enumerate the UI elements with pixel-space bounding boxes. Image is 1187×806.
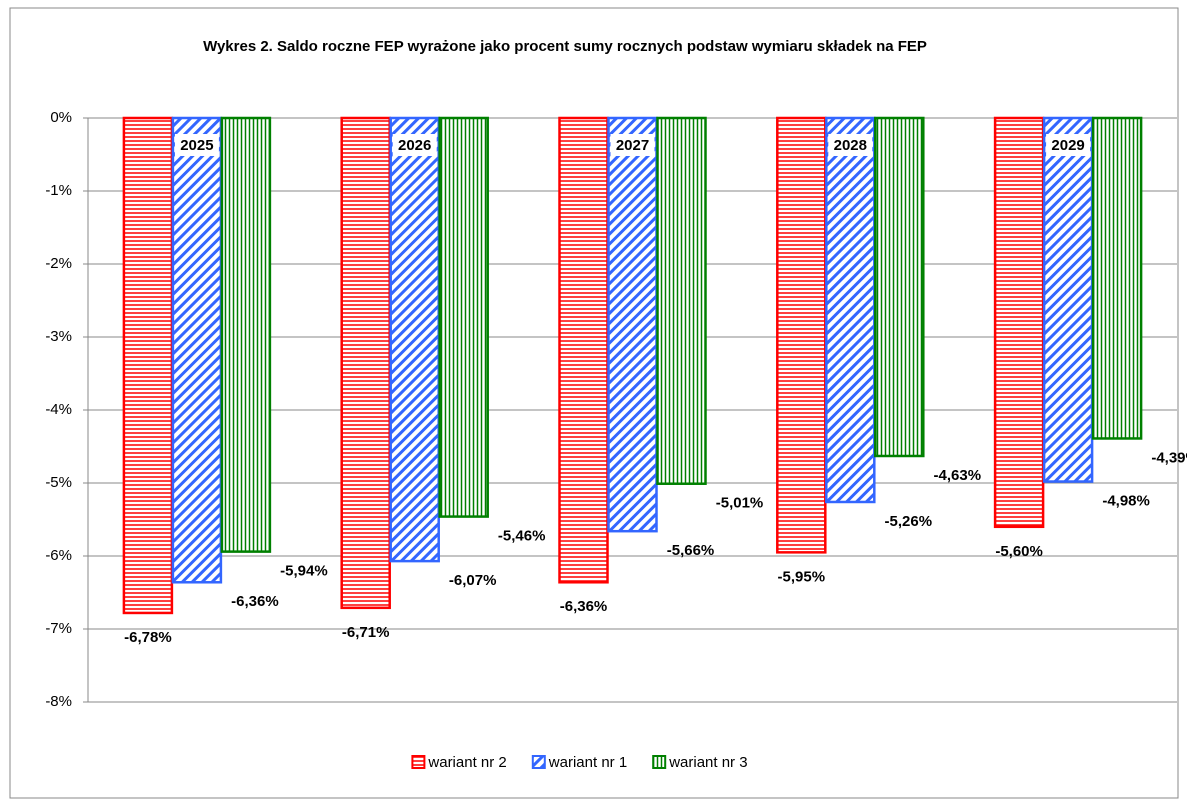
- y-tick-label: -1%: [45, 182, 72, 199]
- bar: [220, 116, 272, 553]
- y-tick-label: 0%: [50, 109, 72, 126]
- y-tick-label: -8%: [45, 693, 72, 710]
- data-label: -5,26%: [885, 513, 933, 530]
- data-label: -4,63%: [934, 467, 982, 484]
- bar: [438, 116, 489, 518]
- data-label: -5,46%: [498, 528, 546, 545]
- bar: [389, 116, 440, 563]
- bar: [656, 116, 707, 485]
- bar: [993, 116, 1045, 529]
- y-tick-label: -5%: [45, 474, 72, 491]
- data-label: -5,95%: [778, 568, 826, 585]
- data-label: -4,98%: [1102, 493, 1150, 510]
- y-tick-label: -2%: [45, 255, 72, 272]
- legend-label: wariant nr 2: [427, 754, 506, 771]
- bar: [558, 116, 609, 584]
- y-tick-label: -6%: [45, 547, 72, 564]
- legend-label: wariant nr 1: [548, 754, 627, 771]
- chart-title: Wykres 2. Saldo roczne FEP wyrażone jako…: [203, 38, 927, 55]
- category-label: 2027: [616, 137, 649, 154]
- category-label-bg: [828, 134, 873, 156]
- legend-swatch: [531, 755, 546, 769]
- legend-swatch: [652, 755, 667, 769]
- data-label: -6,36%: [560, 598, 608, 615]
- data-label: -5,94%: [280, 563, 328, 580]
- bar: [1042, 116, 1094, 483]
- data-label: -6,36%: [231, 593, 279, 610]
- data-label: -6,07%: [449, 572, 497, 589]
- category-label: 2028: [834, 137, 867, 154]
- category-label-bg: [174, 134, 219, 156]
- data-label: -5,60%: [995, 543, 1043, 560]
- bar: [171, 116, 223, 584]
- bar: [1091, 116, 1143, 440]
- data-label: -6,78%: [124, 629, 172, 646]
- category-label: 2026: [398, 137, 431, 154]
- category-label: 2029: [1051, 137, 1084, 154]
- category-label: 2025: [180, 137, 213, 154]
- bar: [776, 116, 827, 554]
- bar: [607, 116, 658, 533]
- category-label-bg: [1046, 134, 1091, 156]
- data-label: -4,39%: [1151, 449, 1187, 466]
- legend-label: wariant nr 3: [668, 754, 747, 771]
- data-label: -5,66%: [667, 542, 715, 559]
- legend-swatch: [411, 755, 426, 769]
- y-tick-label: -7%: [45, 620, 72, 637]
- data-label: -5,01%: [716, 495, 764, 512]
- bar: [874, 116, 925, 458]
- bar: [340, 116, 391, 610]
- category-label-bg: [392, 134, 437, 156]
- bar: [122, 116, 174, 615]
- y-tick-label: -4%: [45, 401, 72, 418]
- bar: [825, 116, 876, 504]
- y-tick-label: -3%: [45, 328, 72, 345]
- category-label-bg: [610, 134, 655, 156]
- data-label: -6,71%: [342, 624, 390, 641]
